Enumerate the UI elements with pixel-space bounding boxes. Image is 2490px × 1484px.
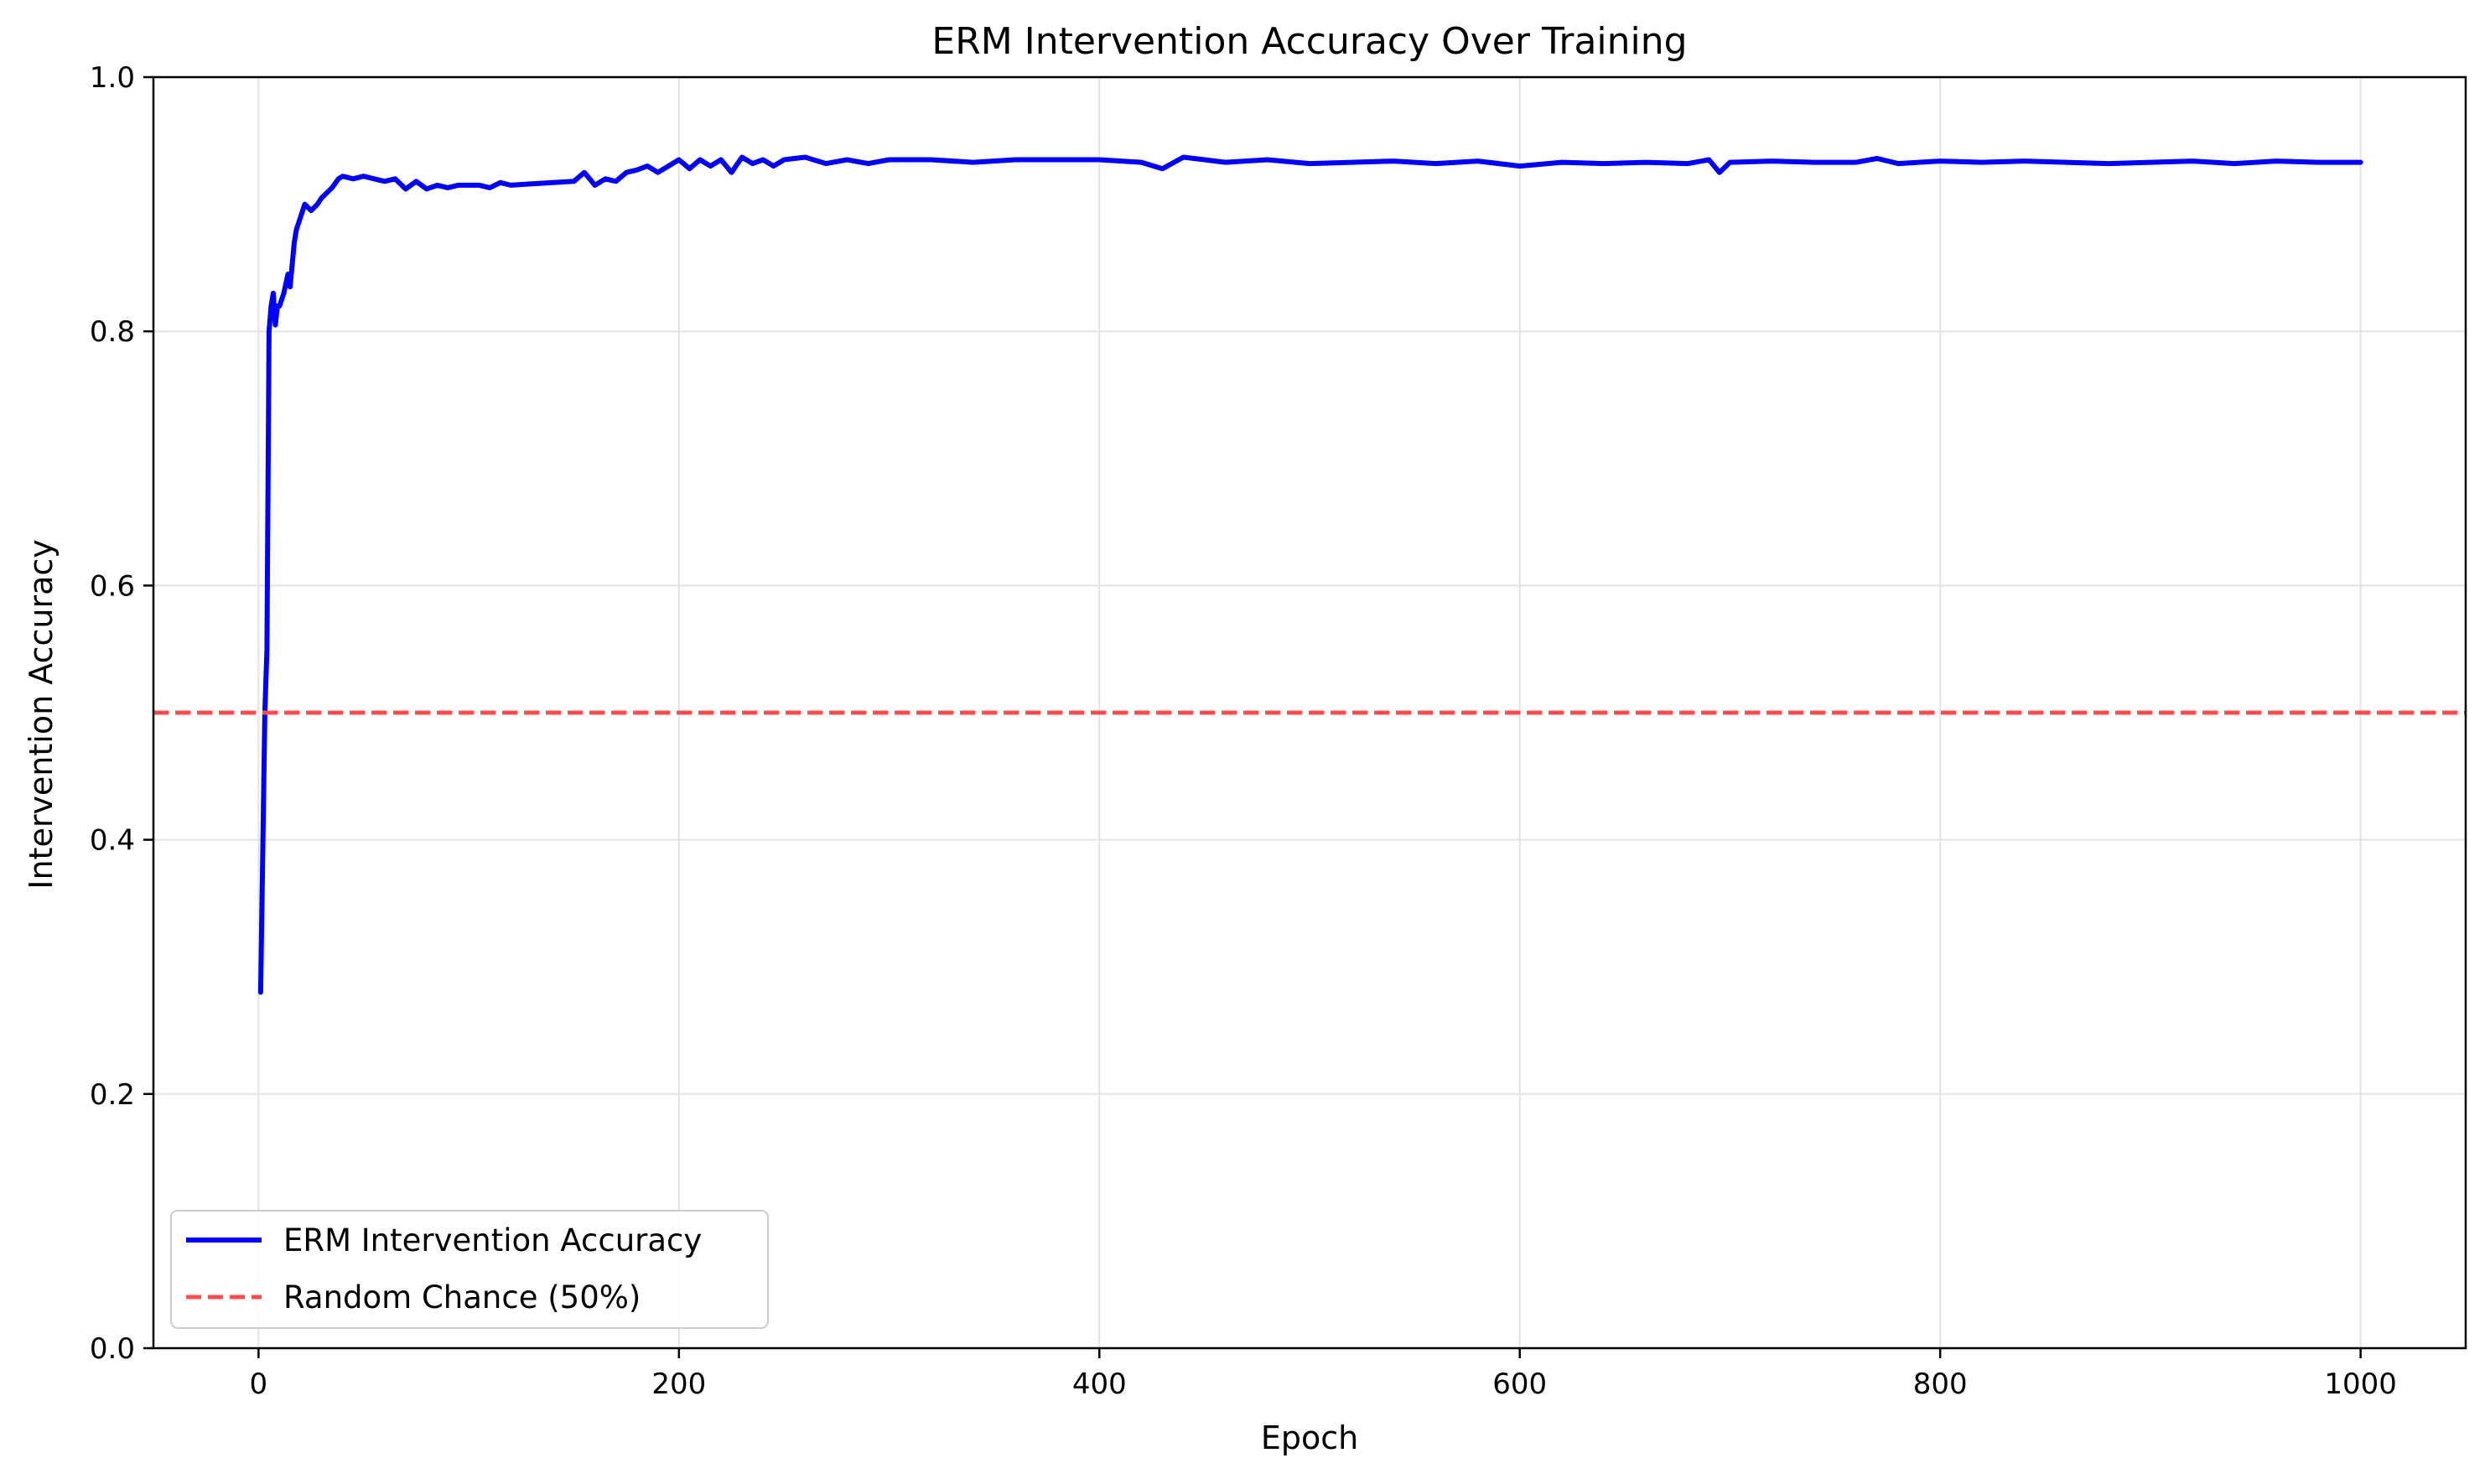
axes-frame xyxy=(152,75,2467,1350)
series-layer xyxy=(153,154,2466,995)
x-tick-label: 1000 xyxy=(2324,1367,2397,1401)
series-line-erm-intervention-accuracy xyxy=(257,154,2363,995)
chart-title: ERM Intervention Accuracy Over Training xyxy=(931,20,1687,63)
y-tick-label: 0.6 xyxy=(90,569,135,603)
y-tick-label: 1.0 xyxy=(90,61,135,95)
legend-box xyxy=(170,1210,769,1329)
x-tick-label: 0 xyxy=(250,1367,268,1401)
legend: ERM Intervention Accuracy Random Chance … xyxy=(170,1210,769,1329)
x-tick-label: 200 xyxy=(651,1367,706,1401)
x-tick-label: 600 xyxy=(1492,1367,1547,1401)
ticks-layer: 0 200 400 600 800 1000 0.0 0.2 0.4 0.6 0.8 1.0 xyxy=(90,61,2397,1401)
y-tick-label: 0.0 xyxy=(90,1332,135,1366)
y-tick-label: 0.8 xyxy=(90,315,135,349)
legend-label-random-chance: Random Chance (50%) xyxy=(283,1279,641,1315)
x-tick-label: 400 xyxy=(1072,1367,1127,1401)
x-tick-label: 800 xyxy=(1913,1367,1968,1401)
plot-frame xyxy=(152,75,2467,1350)
y-axis-label: Intervention Accuracy xyxy=(23,539,60,890)
y-tick-label: 0.4 xyxy=(90,824,135,858)
legend-label-erm: ERM Intervention Accuracy xyxy=(283,1222,702,1258)
x-axis-label: Epoch xyxy=(1261,1419,1358,1456)
y-tick-label: 0.2 xyxy=(90,1078,135,1112)
